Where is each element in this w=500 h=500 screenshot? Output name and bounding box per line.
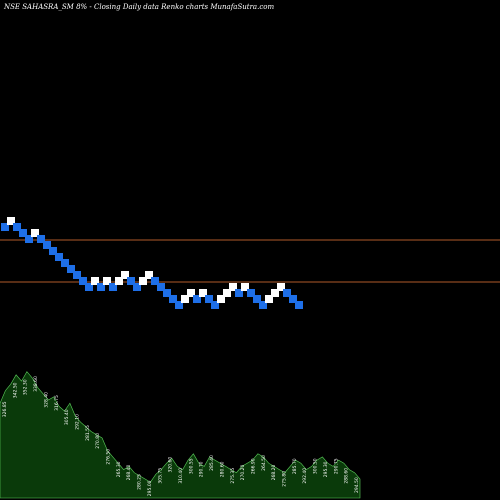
volume-label: 268.40 bbox=[126, 465, 132, 481]
volume-label: 300.55 bbox=[188, 458, 194, 474]
volume-label: 292.40 bbox=[302, 468, 308, 484]
volume-label: 326.85 bbox=[2, 401, 8, 417]
renko-brick-up bbox=[7, 217, 15, 225]
volume-series bbox=[0, 371, 361, 499]
renko-brick-down bbox=[193, 295, 201, 303]
renko-brick-up bbox=[223, 289, 231, 297]
renko-brick-down bbox=[253, 295, 261, 303]
volume-label: 285.40 bbox=[209, 455, 215, 471]
volume-label: 352.30 bbox=[23, 379, 29, 395]
renko-brick-down bbox=[19, 229, 27, 237]
renko-brick-up bbox=[139, 277, 147, 285]
renko-brick-up bbox=[277, 283, 285, 291]
renko-brick-down bbox=[175, 301, 183, 309]
renko-brick-down bbox=[37, 235, 45, 243]
renko-brick-up bbox=[187, 289, 195, 297]
renko-brick-up bbox=[103, 277, 111, 285]
volume-label: 268.20 bbox=[271, 465, 277, 481]
renko-brick-down bbox=[73, 271, 81, 279]
renko-brick-down bbox=[283, 289, 291, 297]
volume-label: 264.50 bbox=[261, 455, 267, 471]
renko-brick-up bbox=[181, 295, 189, 303]
volume-label: 281.55 bbox=[85, 425, 91, 441]
renko-brick-down bbox=[205, 295, 213, 303]
renko-brick-down bbox=[43, 241, 51, 249]
volume-label: 276.50 bbox=[106, 449, 112, 465]
volume-label: 300.50 bbox=[313, 458, 319, 474]
renko-brick-down bbox=[79, 277, 87, 285]
renko-brick-up bbox=[271, 289, 279, 297]
renko-brick-down bbox=[25, 235, 33, 243]
volume-label: 305.40 bbox=[64, 409, 70, 425]
volume-label: 338.60 bbox=[33, 376, 39, 392]
volume-label: 285.70 bbox=[292, 458, 298, 474]
renko-brick-down bbox=[133, 283, 141, 291]
volume-label: 295.30 bbox=[323, 461, 329, 477]
renko-brick-up bbox=[91, 277, 99, 285]
renko-brick-down bbox=[109, 283, 117, 291]
volume-label: 342.50 bbox=[12, 382, 18, 398]
volume-label: 275.80 bbox=[282, 471, 288, 487]
volume-area bbox=[0, 371, 361, 499]
renko-brick-down bbox=[163, 289, 171, 297]
chart-title: NSE SAHASRA_SM 8% - Closing Daily data R… bbox=[3, 3, 274, 11]
renko-brick-down bbox=[151, 277, 159, 285]
volume-label: 270.20 bbox=[240, 465, 246, 481]
renko-brick-up bbox=[121, 271, 129, 279]
renko-brick-down bbox=[67, 265, 75, 273]
volume-label: 305.75 bbox=[157, 468, 163, 484]
renko-brick-down bbox=[247, 289, 255, 297]
renko-brick-up bbox=[145, 271, 153, 279]
renko-brick-down bbox=[235, 289, 243, 297]
renko-brick-down bbox=[1, 223, 9, 231]
renko-brick-down bbox=[61, 259, 69, 267]
renko-bricks bbox=[1, 217, 303, 309]
volume-label: 290.75 bbox=[333, 458, 339, 474]
renko-brick-down bbox=[295, 301, 303, 309]
volume-label: 328.40 bbox=[43, 392, 49, 408]
volume-label: 292.10 bbox=[75, 414, 81, 430]
renko-brick-up bbox=[229, 283, 237, 291]
renko-brick-up bbox=[115, 277, 123, 285]
renko-brick-down bbox=[97, 283, 105, 291]
volume-label: 265.30 bbox=[116, 461, 122, 477]
renko-brick-down bbox=[127, 277, 135, 285]
renko-brick-down bbox=[85, 283, 93, 291]
renko-brick-down bbox=[157, 283, 165, 291]
renko-brick-up bbox=[199, 289, 207, 297]
renko-brick-down bbox=[259, 301, 267, 309]
renko-brick-down bbox=[169, 295, 177, 303]
renko-brick-down bbox=[289, 295, 297, 303]
volume-label: 275.35 bbox=[230, 468, 236, 484]
renko-brick-down bbox=[211, 301, 219, 309]
renko-brick-down bbox=[13, 223, 21, 231]
volume-label: 270.80 bbox=[95, 433, 101, 449]
volume-label: 295.00 bbox=[147, 480, 153, 496]
volume-labels: 326.85 342.50 352.30 338.60 328.40 316.75 305.… bbox=[2, 376, 360, 496]
volume-label: 320.60 bbox=[168, 457, 174, 473]
volume-label: 280.25 bbox=[137, 474, 143, 490]
renko-brick-down bbox=[55, 253, 63, 261]
volume-label: 310.40 bbox=[178, 468, 184, 484]
volume-label: 280.60 bbox=[219, 461, 225, 477]
volume-label: 316.75 bbox=[54, 395, 60, 411]
volume-label: 288.60 bbox=[344, 468, 350, 484]
renko-brick-up bbox=[265, 295, 273, 303]
volume-label: 294.50 bbox=[354, 477, 360, 493]
volume-label: 290.70 bbox=[199, 461, 205, 477]
renko-brick-up bbox=[241, 283, 249, 291]
renko-brick-up bbox=[217, 295, 225, 303]
volume-label: 266.90 bbox=[251, 458, 257, 474]
renko-brick-up bbox=[31, 229, 39, 237]
renko-brick-down bbox=[49, 247, 57, 255]
